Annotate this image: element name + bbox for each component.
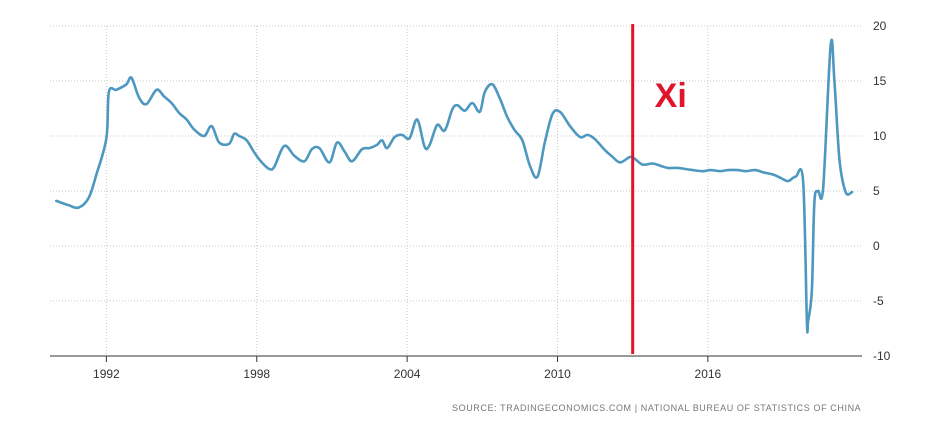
- y-tick-label: -10: [873, 349, 891, 363]
- x-tick-label: 2016: [695, 367, 722, 381]
- y-tick-label: 0: [873, 239, 880, 253]
- y-tick-label: 10: [873, 129, 887, 143]
- x-tick-label: 1992: [93, 367, 120, 381]
- annotation-label: Xi: [655, 77, 687, 115]
- y-tick-label: -5: [873, 294, 884, 308]
- y-tick-label: 20: [873, 19, 887, 33]
- y-tick-label: 15: [873, 74, 887, 88]
- x-tick-label: 1998: [243, 367, 270, 381]
- x-axis-ticks: 1992 1998 2004 2010 2016: [93, 356, 722, 381]
- y-tick-label: 5: [873, 184, 880, 198]
- y-axis-ticks: 20 15 10 5 0 -5 -10: [873, 19, 891, 363]
- source-caption: SOURCE: TRADINGECONOMICS.COM | NATIONAL …: [452, 403, 862, 413]
- series-line: [55, 38, 854, 334]
- x-tick-label: 2010: [544, 367, 571, 381]
- x-tick-label: 2004: [394, 367, 421, 381]
- grid-lines: [50, 25, 862, 356]
